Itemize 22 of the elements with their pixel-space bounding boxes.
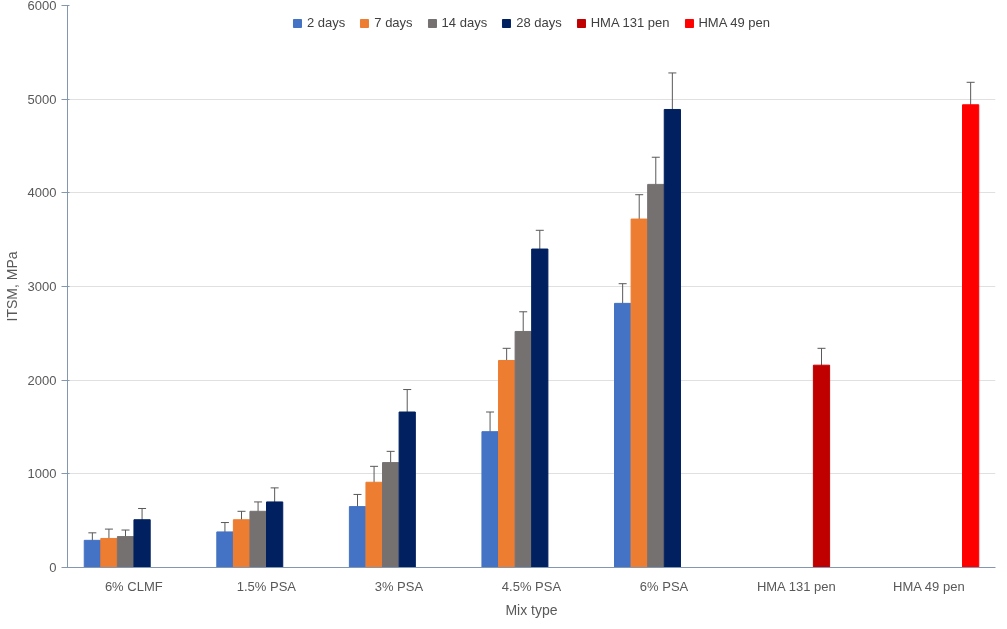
- x-tick-label: 3% PSA: [374, 578, 424, 594]
- x-axis-title: Mix type: [505, 601, 558, 618]
- legend-label: 28 days: [516, 15, 562, 30]
- x-tick-label: HMA 49 pen: [893, 578, 965, 594]
- y-tick-label: 2000: [27, 372, 57, 388]
- y-tick-label: 3000: [27, 279, 57, 294]
- legend-label: 14 days: [441, 15, 488, 30]
- legend-label: HMA 131 pen: [590, 15, 670, 30]
- y-tick-label: 5000: [27, 91, 57, 107]
- x-tick-label: HMA 131 pen: [756, 578, 836, 594]
- legend-label: HMA 49 pen: [698, 15, 771, 30]
- legend-label: 2 days: [306, 15, 346, 30]
- y-tick-label: 1000: [27, 466, 57, 482]
- x-tick-label: 4.5% PSA: [501, 578, 562, 594]
- y-tick-label: 4000: [27, 185, 57, 201]
- x-tick-label: 6% PSA: [639, 578, 689, 594]
- y-tick-label: 0: [49, 560, 57, 575]
- x-tick-label: 1.5% PSA: [236, 578, 297, 594]
- y-axis-title: ITSM, MPa: [3, 251, 20, 322]
- legend-label: 7 days: [374, 15, 413, 30]
- x-tick-label: 6% CLMF: [104, 578, 163, 594]
- y-tick-label: 6000: [27, 0, 57, 13]
